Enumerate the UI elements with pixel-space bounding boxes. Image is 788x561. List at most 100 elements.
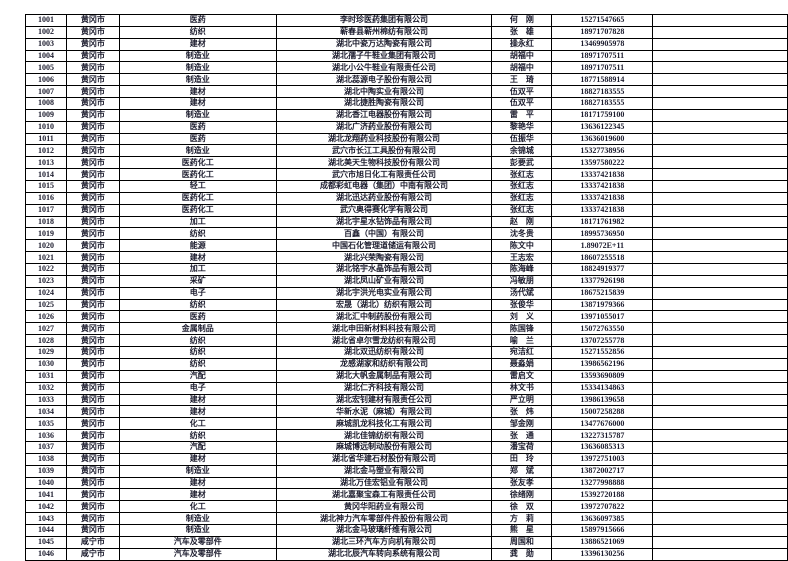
- industry-cell: 制造业: [118, 523, 277, 537]
- empty-cell: [652, 61, 788, 75]
- company-name-cell: 麻城凯龙科技化工有限公司: [275, 417, 493, 431]
- phone-number-cell: 13636097385: [551, 512, 654, 525]
- phone-number-cell: 13277998888: [551, 476, 654, 490]
- phone-number-cell: 13597580222: [551, 156, 654, 170]
- phone-number-cell: 18995736950: [551, 227, 654, 241]
- empty-cell: [652, 369, 788, 383]
- company-name-cell: 湖北金马玻璃纤维有限公司: [275, 523, 493, 537]
- company-name-cell: 湖北宇星水钻饰品有限公司: [275, 215, 493, 229]
- table-row: 1013 黄冈市 医药化工 湖北美天生物科技股份有限公司 彭要武 13597580222: [25, 156, 788, 170]
- city-cell: 黄冈市: [65, 168, 120, 182]
- empty-cell: [652, 73, 788, 87]
- company-name-cell: 湖北金马塑业有限公司: [275, 464, 493, 478]
- city-cell: 黄冈市: [65, 191, 120, 205]
- empty-cell: [652, 357, 788, 371]
- empty-cell: [652, 156, 788, 170]
- city-cell: 黄冈市: [65, 346, 120, 359]
- empty-cell: [652, 417, 788, 431]
- empty-cell: [652, 286, 788, 300]
- contact-name-cell: 潘宝荷: [491, 440, 553, 454]
- company-name-cell: 湖北北辰汽车转向系统有限公司: [275, 547, 493, 561]
- empty-cell: [652, 298, 788, 312]
- row-number-cell: 1017: [25, 203, 67, 217]
- row-number-cell: 1037: [25, 440, 67, 454]
- empty-cell: [652, 37, 788, 51]
- phone-number-cell: 13593690809: [551, 369, 654, 383]
- industry-cell: 制造业: [118, 73, 277, 87]
- table-row: 1031 黄冈市 汽配 湖北大帆金属制品有限公司 雷启文 13593690809: [25, 369, 788, 383]
- contact-name-cell: 陈海峰: [491, 263, 553, 276]
- company-name-cell: 黄冈华阳药业有限公司: [275, 500, 493, 514]
- contact-name-cell: 张 通: [491, 429, 553, 442]
- contact-name-cell: 严立明: [491, 393, 553, 407]
- row-number-cell: 1025: [25, 298, 67, 312]
- row-number-cell: 1036: [25, 429, 67, 442]
- company-name-cell: 湖北兴荣陶瓷有限公司: [275, 251, 493, 265]
- table-row: 1029 黄冈市 纺织 湖北双迅纺织有限公司 宛洁红 15271552856: [25, 346, 788, 359]
- industry-cell: 建材: [118, 37, 277, 51]
- contact-name-cell: 胡福中: [491, 61, 553, 75]
- table-row: 1043 黄冈市 制造业 湖北神力汽车零部件件股份有限公司方 莉 13636097385: [25, 512, 788, 525]
- phone-number-cell: 13477676000: [551, 417, 654, 431]
- empty-cell: [652, 405, 788, 419]
- industry-cell: 医药化工: [118, 168, 277, 182]
- row-number-cell: 1041: [25, 488, 67, 502]
- industry-cell: 建材: [118, 452, 277, 466]
- company-name-cell: 宏晟（湖北）纺织有限公司: [275, 298, 493, 312]
- phone-number-cell: 13986139658: [551, 393, 654, 407]
- phone-number-cell: 13337421838: [551, 180, 654, 193]
- phone-number-cell: 13337421838: [551, 203, 654, 217]
- table-row: 1041 黄冈市 建材 湖北嘉聚宝森工有限责任公司 徐绪刚 15392720188: [25, 488, 788, 502]
- city-cell: 黄冈市: [65, 310, 120, 324]
- company-name-cell: 湖北嘉聚宝森工有限责任公司: [275, 488, 493, 502]
- table-row: 1023 黄冈市 采矿 湖北凤山矿业有限公司 冯敏朋 13377926198: [25, 274, 788, 288]
- company-name-cell: 湖北申田新材料科技有限公司: [275, 322, 493, 336]
- city-cell: 黄冈市: [65, 14, 120, 27]
- company-name-cell: 百鑫（中国）有限公司: [275, 227, 493, 241]
- row-number-cell: 1038: [25, 452, 67, 466]
- row-number-cell: 1006: [25, 73, 67, 87]
- city-cell: 黄冈市: [65, 274, 120, 288]
- table-row: 1001 黄冈市 医药 李时珍医药集团有限公司何 刚 15271547665: [25, 14, 788, 27]
- empty-cell: [652, 97, 788, 110]
- table-row: 1010 黄冈市 医药 湖北广济药业股份有限公司 黎艳华 13636122345: [25, 120, 788, 134]
- industry-cell: 建材: [118, 251, 277, 265]
- phone-number-cell: 13396130256: [551, 547, 654, 561]
- row-number-cell: 1044: [25, 523, 67, 537]
- phone-number-cell: 18771588914: [551, 73, 654, 87]
- city-cell: 咸宁市: [65, 547, 120, 561]
- phone-number-cell: 15334134863: [551, 381, 654, 395]
- city-cell: 黄冈市: [65, 429, 120, 442]
- row-number-cell: 1020: [25, 239, 67, 253]
- company-table: 1001 黄冈市 医药 李时珍医药集团有限公司何 刚 15271547665 1002 黄冈…: [25, 14, 788, 561]
- industry-cell: 制造业: [118, 144, 277, 158]
- industry-cell: 纺织: [118, 334, 277, 348]
- company-name-cell: 湖北小公牛鞋业有限责任公司: [275, 61, 493, 75]
- document-page: 1001 黄冈市 医药 李时珍医药集团有限公司何 刚 15271547665 1002 黄冈…: [25, 14, 788, 561]
- contact-name-cell: 沈冬贵: [491, 227, 553, 241]
- row-number-cell: 1030: [25, 357, 67, 371]
- contact-name-cell: 陈国锋: [491, 322, 553, 336]
- table-row: 1039 黄冈市 制造业 湖北金马塑业有限公司郑 斌 13872002717: [25, 464, 788, 478]
- contact-name-cell: 周国和: [491, 535, 553, 549]
- table-row: 1030 黄冈市 纺织 龙感湖家和纺织有限公司 聂淼娟 13986562196: [25, 357, 788, 371]
- phone-number-cell: 13636019600: [551, 132, 654, 146]
- table-row: 1027 黄冈市 金属制品 湖北申田新材料科技有限公司 陈国锋 15072763550: [25, 322, 788, 336]
- contact-name-cell: 雷启文: [491, 369, 553, 383]
- table-row: 1019 黄冈市 纺织 百鑫（中国）有限公司 沈冬贵 18995736950: [25, 227, 788, 241]
- city-cell: 黄冈市: [65, 286, 120, 300]
- contact-name-cell: 伍双平: [491, 85, 553, 99]
- phone-number-cell: 15271552856: [551, 346, 654, 359]
- row-number-cell: 1040: [25, 476, 67, 490]
- phone-number-cell: 13707255778: [551, 334, 654, 348]
- industry-cell: 汽配: [118, 440, 277, 454]
- table-row: 1037 黄冈市 汽配 麻城博远制动股份有限公司 潘宝荷 13636085313: [25, 440, 788, 454]
- empty-cell: [652, 547, 788, 561]
- company-name-cell: 湖北佳锦纺织有限公司: [275, 429, 493, 442]
- empty-cell: [652, 500, 788, 514]
- phone-number-cell: 13971055017: [551, 310, 654, 324]
- city-cell: 黄冈市: [65, 476, 120, 490]
- company-name-cell: 武穴市旭日化工有限责任公司: [275, 168, 493, 182]
- row-number-cell: 1009: [25, 108, 67, 122]
- phone-number-cell: 13871979366: [551, 298, 654, 312]
